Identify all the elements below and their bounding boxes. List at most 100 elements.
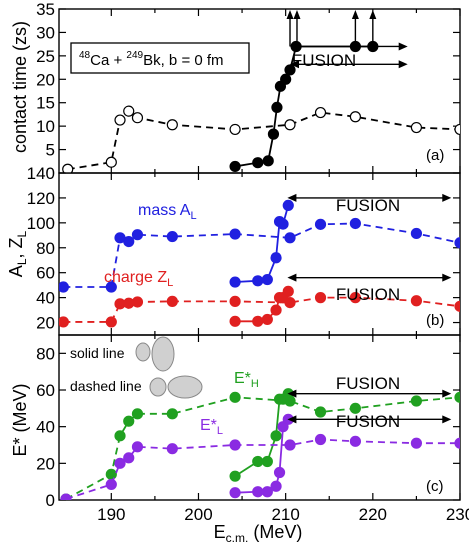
plot-frame-c: [58, 334, 461, 501]
data-point: [314, 406, 327, 418]
data-point: [454, 300, 460, 312]
data-point: [314, 433, 327, 446]
data-point: [410, 121, 423, 134]
data-point: [284, 119, 296, 131]
data-point: [454, 391, 460, 403]
data-layer: [60, 388, 460, 500]
data-point: [252, 455, 264, 468]
data-point: [123, 235, 135, 248]
svg-text:48Ca + 249Bk, b = 0 fm: 48Ca + 249Bk, b = 0 fm: [79, 50, 224, 69]
mass-number-bk: 249: [126, 50, 143, 61]
legend-solid-shape-small: [135, 342, 151, 362]
data-point: [270, 304, 282, 316]
mass-number-ca: 48: [79, 50, 91, 61]
y-axis-label-a: contact time (zs): [10, 21, 30, 153]
legend-dashed-line: dashed line: [70, 378, 142, 394]
data-point: [105, 156, 117, 168]
data-point: [229, 470, 241, 482]
data-point: [410, 227, 423, 240]
data-point: [282, 199, 294, 211]
data-point: [60, 493, 72, 500]
fusion-arrow-a-top-head-right: [398, 42, 408, 51]
y-tick-label: 20: [36, 454, 55, 473]
panel-label-b: (b): [426, 312, 444, 329]
y-tick-label: 10: [36, 117, 55, 136]
legend-dashed-shape-small: [149, 377, 167, 397]
data-point: [252, 275, 264, 287]
element-ca: Ca +: [90, 52, 126, 69]
x-tick-label: 230: [446, 505, 469, 524]
data-point: [314, 106, 327, 119]
y-axis-label-c: E* (MeV): [10, 383, 30, 456]
data-point: [261, 313, 273, 326]
x-tick-label: 190: [97, 505, 125, 524]
fusion-label-b-lower: FUSION: [336, 285, 400, 304]
data-point: [262, 155, 274, 167]
data-point: [261, 273, 273, 286]
data-point: [131, 229, 144, 241]
data-point: [166, 295, 178, 307]
y-axis-label-b: AL, ZL: [6, 230, 29, 277]
y-tick-label: 20: [36, 314, 55, 333]
data-point: [280, 73, 292, 85]
data-point: [229, 315, 241, 327]
y-tick-label: 80: [36, 239, 55, 258]
series-line-a-1: [67, 109, 460, 171]
panel-label-a: (a): [426, 147, 444, 164]
legend-charge-zl: charge ZL: [104, 269, 173, 289]
arrow-up-head: [286, 10, 294, 19]
data-point: [131, 296, 144, 308]
data-point: [270, 480, 282, 492]
data-point: [261, 486, 273, 498]
data-point: [252, 157, 264, 169]
legend-dashed-shape-large: [167, 375, 203, 399]
y-tick-label: 100: [27, 214, 55, 233]
data-point: [105, 478, 117, 491]
data-point: [114, 457, 126, 469]
data-point: [282, 285, 294, 297]
data-point: [252, 486, 264, 498]
data-point: [410, 437, 423, 449]
arrow-up-head: [351, 10, 359, 19]
data-point: [454, 237, 460, 249]
data-point: [114, 114, 126, 126]
legend-solid-shape-large: [151, 336, 175, 372]
data-point: [229, 123, 241, 136]
data-point: [229, 160, 241, 173]
fusion-arrow-b-1-head-left: [287, 273, 297, 282]
arrow-up-head: [369, 10, 377, 19]
fusion-arrow-a-head-right: [398, 60, 408, 69]
y-tick-label: 40: [36, 418, 55, 437]
data-point: [229, 391, 241, 403]
data-point: [261, 455, 273, 468]
data-point: [123, 415, 135, 427]
data-point: [166, 408, 178, 420]
fusion-arrow-b-0-head-left: [287, 193, 297, 202]
data-point: [271, 101, 283, 114]
fusion-label-c-upper: FUSION: [336, 374, 400, 393]
data-point: [349, 111, 361, 123]
panel-a: 5 10 15 20 25 30 35 48Ca + 249Bk, b = 0 fm FUS…: [10, 0, 461, 174]
legend-ehstar: E*H: [234, 370, 259, 390]
y-tick-label: 140: [27, 164, 55, 183]
data-point: [166, 119, 178, 131]
reaction-box: 48Ca + 249Bk, b = 0 fm: [70, 42, 250, 74]
data-point: [229, 487, 241, 499]
legend-elstar: E*L: [200, 417, 223, 437]
data-point: [59, 316, 69, 328]
y-tick-label: 20: [36, 70, 55, 89]
data-point: [349, 217, 361, 230]
data-point: [229, 228, 241, 240]
fusion-arrow-c-1-head-right: [442, 415, 452, 424]
data-point: [284, 64, 296, 76]
fusion-arrow-b-1-head-right: [442, 273, 452, 282]
data-point: [284, 439, 296, 451]
data-point: [410, 295, 423, 307]
legend-mass-al: mass AL: [138, 202, 197, 222]
data-point: [131, 408, 144, 420]
x-axis-label: Ec.m. (MeV): [214, 522, 303, 544]
fusion-arrow-b-0-head-right: [442, 193, 452, 202]
data-point: [229, 439, 241, 451]
data-point: [314, 292, 327, 304]
data-point: [131, 112, 144, 124]
